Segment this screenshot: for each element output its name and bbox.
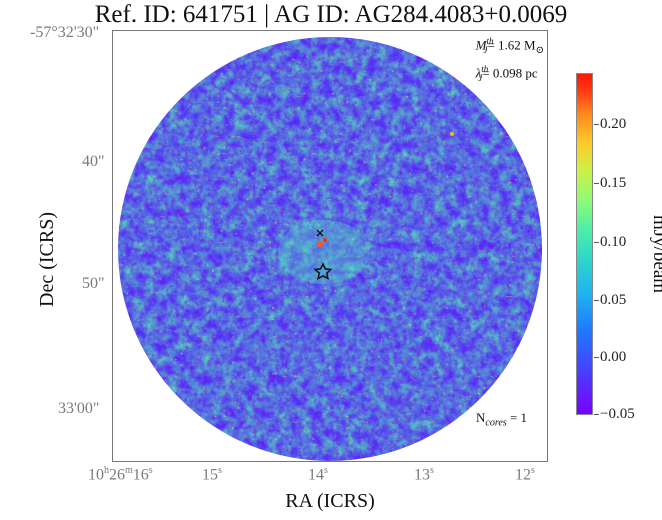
x-tick-label: 13s: [414, 465, 434, 484]
colorbar-tick: [594, 183, 599, 184]
jeans-annotation: MthJ= 1.62 M⊙ λthJ= 0.098 pc: [476, 32, 544, 87]
star-outline-icon: [313, 262, 333, 280]
colorbar-tick: [594, 300, 599, 301]
y-axis-label: Dec (ICRS): [35, 212, 58, 307]
colorbar-tick-label: 0.10: [600, 234, 627, 250]
emission-map: [118, 37, 542, 461]
y-tick-label: 33'00": [58, 400, 100, 417]
colorbar: [576, 73, 593, 415]
colorbar-tick: [594, 357, 599, 358]
jeans-mass-label: MthJ= 1.62 M⊙: [475, 36, 544, 56]
x-axis-label: RA (ICRS): [285, 490, 375, 512]
y-tick-label: -57°32'30": [30, 24, 100, 41]
x-tick-label: 14s: [308, 465, 328, 484]
x-tick-label: 10h26m16s: [88, 465, 153, 484]
cross-marker-icon: [316, 229, 324, 237]
figure-title: Ref. ID: 641751 | AG ID: AG284.4083+0.00…: [94, 1, 568, 28]
jeans-length-label: λthJ= 0.098 pc: [475, 63, 538, 83]
y-tick-label: 40": [82, 153, 105, 170]
colorbar-tick: [594, 414, 599, 415]
colorbar-tick-label: 0.05: [600, 292, 627, 308]
colorbar-tick-label: 0.20: [600, 116, 627, 132]
ncores-label: Ncores = 1: [476, 410, 528, 429]
x-tick-label: 15s: [202, 465, 222, 484]
x-tick-label: 12s: [515, 465, 535, 484]
colorbar-tick-label: 0.15: [600, 175, 627, 191]
colorbar-tick-label: −0.05: [600, 406, 635, 422]
emission-disk: [118, 37, 542, 461]
colorbar-label: mJy/beam: [649, 214, 662, 294]
colorbar-tick-label: 0.00: [600, 349, 627, 365]
colorbar-tick: [594, 124, 599, 125]
y-tick-label: 50": [82, 275, 105, 292]
colorbar-tick: [594, 242, 599, 243]
